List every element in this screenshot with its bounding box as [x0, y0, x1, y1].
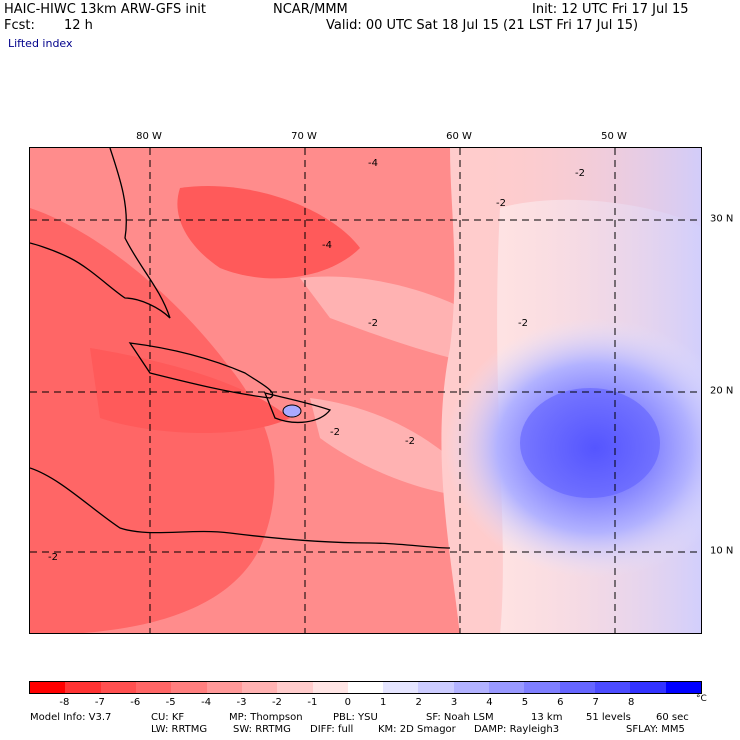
model-info-sw: SW: RRTMG: [233, 724, 291, 735]
colorbar-tick-label: -1: [307, 697, 318, 708]
model-info-damp: DAMP: Rayleigh3: [474, 724, 560, 735]
model-info-mp: MP: Thompson: [229, 712, 303, 723]
colorbar-swatch: [312, 682, 348, 693]
colorbar-tick-label: 3: [450, 697, 458, 708]
colorbar-swatch: [453, 682, 490, 693]
model-info-sflay: SFLAY: MM5: [626, 724, 685, 735]
graticule: [30, 148, 701, 633]
colorbar-swatch: [630, 682, 666, 693]
model-info-timestep: 60 sec: [656, 712, 689, 723]
forecast-hour: 12 h: [64, 18, 93, 33]
contour-label: -2: [496, 198, 506, 209]
model-info-levels: 51 levels: [586, 712, 631, 723]
model-title: HAIC-HIWC 13km ARW-GFS init: [4, 2, 206, 17]
lat-label-10n: 10 N: [710, 545, 734, 557]
colorbar-tick-label: -4: [201, 697, 212, 708]
colorbar-swatch: [135, 682, 172, 693]
cuba-coastline: [128, 342, 274, 399]
colorbar-tick-label: 5: [521, 697, 529, 708]
colorbar-tick-label: 8: [627, 697, 635, 708]
colorbar-swatch: [418, 682, 454, 693]
colorbar-swatch: [30, 682, 66, 693]
model-info-version: Model Info: V3.7: [30, 712, 112, 723]
colorbar-tick-label: -6: [130, 697, 141, 708]
model-info-diff: DIFF: full: [310, 724, 354, 735]
model-info-km: KM: 2D Smagor: [378, 724, 456, 735]
colorbar-swatch: [206, 682, 242, 693]
model-info-sf: SF: Noah LSM: [426, 712, 494, 723]
colorbar-swatch: [171, 682, 207, 693]
caribbean-unstable-band: [90, 348, 290, 433]
colorbar-tick-label: -2: [271, 697, 282, 708]
center-label: NCAR/MMM: [273, 2, 348, 17]
lat-label-20n: 20 N: [710, 385, 734, 397]
colorbar-tick-label: -8: [59, 697, 70, 708]
colorbar-swatch: [65, 682, 101, 693]
puerto-rico-area: [282, 404, 302, 418]
valid-time: Valid: 00 UTC Sat 18 Jul 15 (21 LST Fri …: [326, 18, 639, 33]
colorbar-swatch: [347, 682, 384, 693]
map-canvas: -4 -2 -2 -2 -2 -4 -2 -2 -2: [30, 148, 701, 633]
stable-blue-core: [520, 388, 660, 498]
contour-label: -2: [48, 552, 58, 563]
colorbar-tick-label: 1: [380, 697, 387, 708]
contour-label: -4: [368, 158, 378, 169]
contour-label: -2: [575, 168, 585, 179]
colorbar-tick-label: 4: [486, 697, 493, 708]
colorbar-swatch: [595, 682, 631, 693]
colorbar-tick-label: 0: [344, 697, 351, 708]
us-coastline: [30, 148, 171, 319]
contour-label: -2: [330, 427, 340, 438]
colorbar-tick-label: 2: [415, 697, 422, 708]
lifted-index-map: -4 -2 -2 -2 -2 -4 -2 -2 -2: [29, 147, 702, 634]
colorbar-swatch: [383, 682, 419, 693]
model-info-cu: CU: KF: [151, 712, 185, 723]
south-america-coastline: [30, 467, 451, 549]
lon-label-50w: 50 W: [601, 131, 627, 142]
contour-label: -4: [322, 240, 332, 251]
colorbar-tick-label: -3: [236, 697, 247, 708]
colorbar-swatch: [489, 682, 525, 693]
colorbar-swatch: [665, 682, 701, 693]
colorbar-unit: °C: [696, 694, 707, 704]
colorbar-swatch: [524, 682, 560, 693]
model-info-pbl: PBL: YSU: [333, 712, 378, 723]
north-unstable-band: [177, 186, 360, 279]
colorbar-tick-label: 7: [592, 697, 599, 708]
lon-label-60w: 60 W: [446, 131, 472, 142]
lat-label-30n: 30 N: [710, 213, 734, 225]
hispaniola-coastline: [263, 392, 332, 424]
colorbar-swatch: [241, 682, 278, 693]
colorbar-swatch: [559, 682, 595, 693]
field-name: Lifted index: [8, 37, 73, 50]
colorbar-tick-label: -7: [94, 697, 105, 708]
init-time: Init: 12 UTC Fri 17 Jul 15: [532, 2, 689, 17]
colorbar-swatch: [277, 682, 313, 693]
lon-label-80w: 80 W: [136, 131, 162, 142]
contour-label: -2: [518, 318, 528, 329]
contour-label: -2: [368, 318, 378, 329]
contour-label: -2: [405, 436, 415, 447]
model-info-lw: LW: RRTMG: [151, 724, 208, 735]
colorbar: [29, 681, 702, 694]
colorbar-tick-label: -5: [165, 697, 176, 708]
forecast-label: Fcst:: [4, 18, 35, 33]
lon-label-70w: 70 W: [291, 131, 317, 142]
colorbar-swatch: [100, 682, 136, 693]
colorbar-tick-label: 6: [557, 697, 564, 708]
model-info-resolution: 13 km: [531, 712, 563, 723]
